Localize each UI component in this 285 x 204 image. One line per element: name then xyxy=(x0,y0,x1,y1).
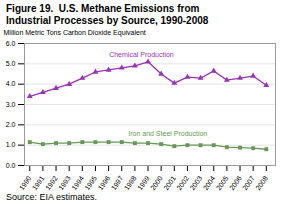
svg-text:Million Metric Tons Carbon Dio: Million Metric Tons Carbon Dioxide Equiv… xyxy=(4,29,146,37)
html-text:Source: EIA estimates.: Source: EIA estimates. xyxy=(6,192,97,202)
svg-text:1990: 1990 xyxy=(18,175,33,191)
html-text:Figure 19. U.S. Methane Emissi: Figure 19. U.S. Methane Emissions from xyxy=(6,3,200,14)
svg-text:1994: 1994 xyxy=(70,175,85,191)
svg-text:2002: 2002 xyxy=(175,175,190,191)
svg-text:4.0: 4.0 xyxy=(6,80,16,87)
svg-text:1997: 1997 xyxy=(110,175,125,191)
svg-text:3.0: 3.0 xyxy=(6,101,16,108)
svg-text:1999: 1999 xyxy=(136,175,151,191)
svg-text:2007: 2007 xyxy=(241,175,256,191)
svg-text:Chemical Production: Chemical Production xyxy=(109,51,174,58)
svg-text:2001: 2001 xyxy=(162,175,177,191)
svg-text:1995: 1995 xyxy=(83,175,98,191)
svg-text:2.0: 2.0 xyxy=(6,121,16,128)
svg-text:1996: 1996 xyxy=(97,175,112,191)
svg-text:6.0: 6.0 xyxy=(6,40,16,47)
svg-text:1991: 1991 xyxy=(31,175,46,191)
svg-text:2003: 2003 xyxy=(189,175,204,191)
svg-text:2005: 2005 xyxy=(215,175,230,191)
svg-text:1993: 1993 xyxy=(57,175,72,191)
svg-text:1992: 1992 xyxy=(44,175,59,191)
svg-text:2006: 2006 xyxy=(228,175,243,191)
svg-text:2008: 2008 xyxy=(254,175,269,191)
svg-text:5.0: 5.0 xyxy=(6,60,16,67)
svg-text:2000: 2000 xyxy=(149,175,164,191)
svg-text:0.0: 0.0 xyxy=(6,162,16,169)
svg-text:Iron and Steel Production: Iron and Steel Production xyxy=(128,130,207,137)
svg-text:1.0: 1.0 xyxy=(6,141,16,148)
html-text:Industrial Processes by Source: Industrial Processes by Source, 1990-200… xyxy=(6,15,209,26)
svg-text:2004: 2004 xyxy=(202,175,217,191)
svg-text:1998: 1998 xyxy=(123,175,138,191)
